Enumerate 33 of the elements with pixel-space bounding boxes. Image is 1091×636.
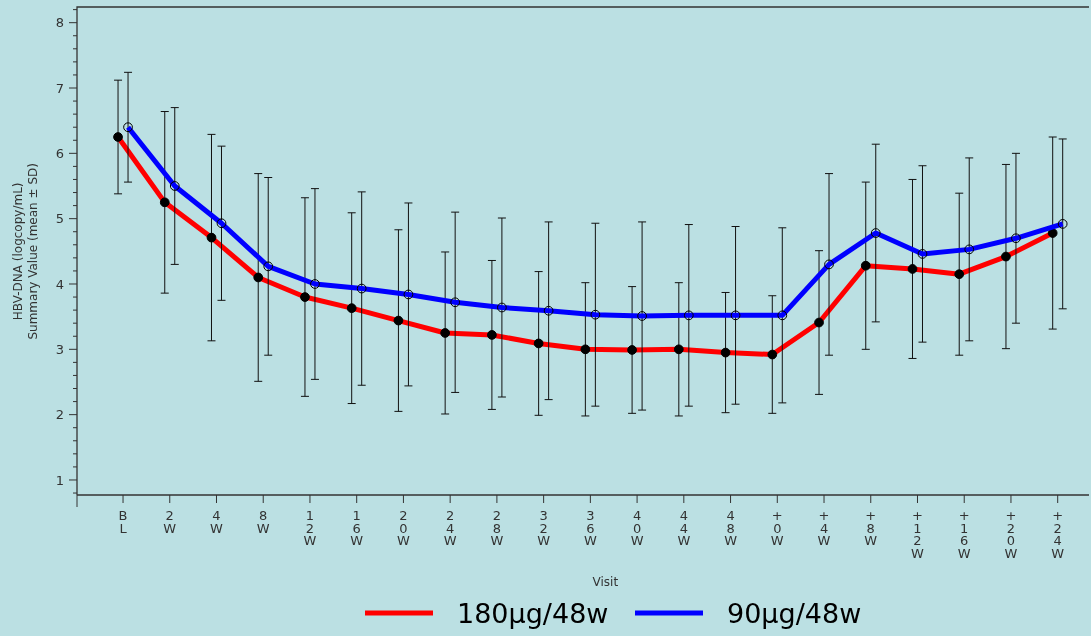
y-tick-label: 7 [55, 80, 64, 96]
y-tick-label: 8 [55, 15, 64, 31]
x-tick-label: 24W [443, 508, 457, 548]
x-tick-label: 4W [210, 508, 224, 536]
x-tick-label: +20W [1004, 508, 1018, 561]
x-tick-label: 20W [397, 508, 410, 548]
x-tick-label: 12W [303, 508, 317, 548]
x-axis-title: Visit [592, 575, 619, 589]
x-tick-label: 28W [490, 508, 504, 548]
legend-label: 90μg/48w [727, 598, 862, 630]
x-tick-label: +4W [817, 508, 831, 548]
y-tick-label: 4 [55, 276, 64, 292]
y-tick-label: 6 [55, 145, 64, 161]
x-tick-label: +24W [1051, 508, 1065, 561]
y-tick-label: 5 [55, 211, 64, 227]
x-tick-label: 8W [256, 508, 270, 536]
x-tick-label: 2W [163, 508, 177, 536]
y-tick-label: 1 [55, 472, 64, 488]
x-tick-label: 44W [677, 508, 691, 548]
x-tick-label: 48W [724, 508, 738, 548]
x-tick-label: 32W [537, 508, 551, 548]
x-tick-label: +12W [911, 508, 925, 561]
y-tick-label: 3 [55, 341, 64, 357]
x-tick-label: +16W [957, 508, 971, 561]
y-axis-title: HBV-DNA (logcopy/mL) Summary Value (mean ± SD) [11, 163, 40, 340]
x-tick-label: 16W [350, 508, 364, 548]
x-tick-label: 36W [583, 508, 597, 548]
y-tick-label: 2 [55, 407, 64, 423]
x-tick-label: +0W [770, 508, 784, 548]
x-tick-label: +8W [864, 508, 878, 548]
x-tick-label: 40W [630, 508, 644, 548]
legend-label: 180μg/48w [457, 598, 609, 630]
x-tick-label: BL [118, 508, 128, 536]
